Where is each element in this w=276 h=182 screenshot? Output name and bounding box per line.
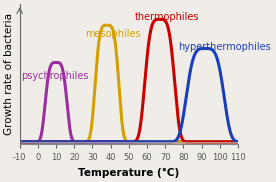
Text: hyperthermophiles: hyperthermophiles [178, 42, 271, 52]
Text: mesophiles: mesophiles [85, 29, 141, 39]
X-axis label: Temperature (°C): Temperature (°C) [78, 168, 179, 178]
Text: psychrophiles: psychrophiles [22, 71, 89, 81]
Text: thermophiles: thermophiles [134, 12, 199, 22]
Y-axis label: Growth rate of bacteria: Growth rate of bacteria [4, 13, 14, 135]
